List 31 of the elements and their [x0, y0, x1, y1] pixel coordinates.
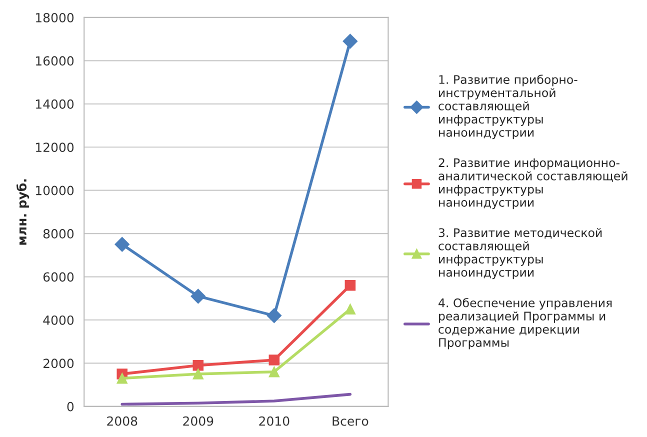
y-axis-title: млн. руб. — [16, 179, 30, 245]
point — [344, 280, 356, 291]
legend-label: 3. Развитие методической составляющей инфраструктуры наноиндустрии — [438, 228, 602, 280]
point — [116, 372, 128, 384]
point — [268, 366, 280, 378]
y-tick-label: 4000 — [43, 315, 74, 325]
y-tick-label: 18000 — [36, 12, 74, 22]
legend-label: 1. Развитие приборно- инструментальной составляющей инфраструктуры наноиндустрии — [438, 74, 578, 140]
point — [342, 34, 358, 49]
y-tick-label: 8000 — [43, 229, 74, 238]
y-tick-label: 12000 — [36, 142, 74, 152]
point — [268, 354, 280, 366]
y-tick-label: 16000 — [36, 56, 74, 66]
x-tick-label: 2010 — [259, 416, 290, 426]
point — [190, 288, 206, 304]
point — [114, 236, 130, 252]
legend-label: 2. Развитие информационно- аналитической составляющей инфраструктуры наноиндустрии — [438, 158, 628, 210]
legend-label: 4. Обеспечение управления реализацией Программы и содержание дирекции Программы — [438, 298, 612, 350]
point — [266, 308, 282, 324]
y-tick-label: 14000 — [36, 99, 74, 109]
point — [344, 304, 356, 315]
y-tick-label: 2000 — [43, 358, 74, 368]
x-tick-label: 2009 — [183, 416, 214, 426]
point — [192, 360, 204, 371]
x-tick-label: Всего — [332, 416, 368, 426]
point — [192, 368, 204, 380]
x-tick-label: 2008 — [107, 416, 138, 426]
y-tick-label: 6000 — [43, 272, 74, 282]
line-series — [120, 392, 352, 406]
y-tick-label: 0 — [67, 402, 74, 412]
y-tick-label: 10000 — [36, 186, 74, 196]
